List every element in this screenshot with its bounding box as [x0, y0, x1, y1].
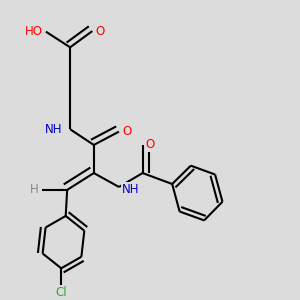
Text: NH: NH [45, 123, 63, 136]
Text: NH: NH [122, 183, 140, 196]
Text: O: O [146, 138, 155, 152]
Text: H: H [30, 183, 39, 196]
Text: Cl: Cl [56, 286, 67, 299]
Text: O: O [122, 125, 131, 138]
Text: O: O [95, 25, 104, 38]
Text: HO: HO [25, 25, 43, 38]
